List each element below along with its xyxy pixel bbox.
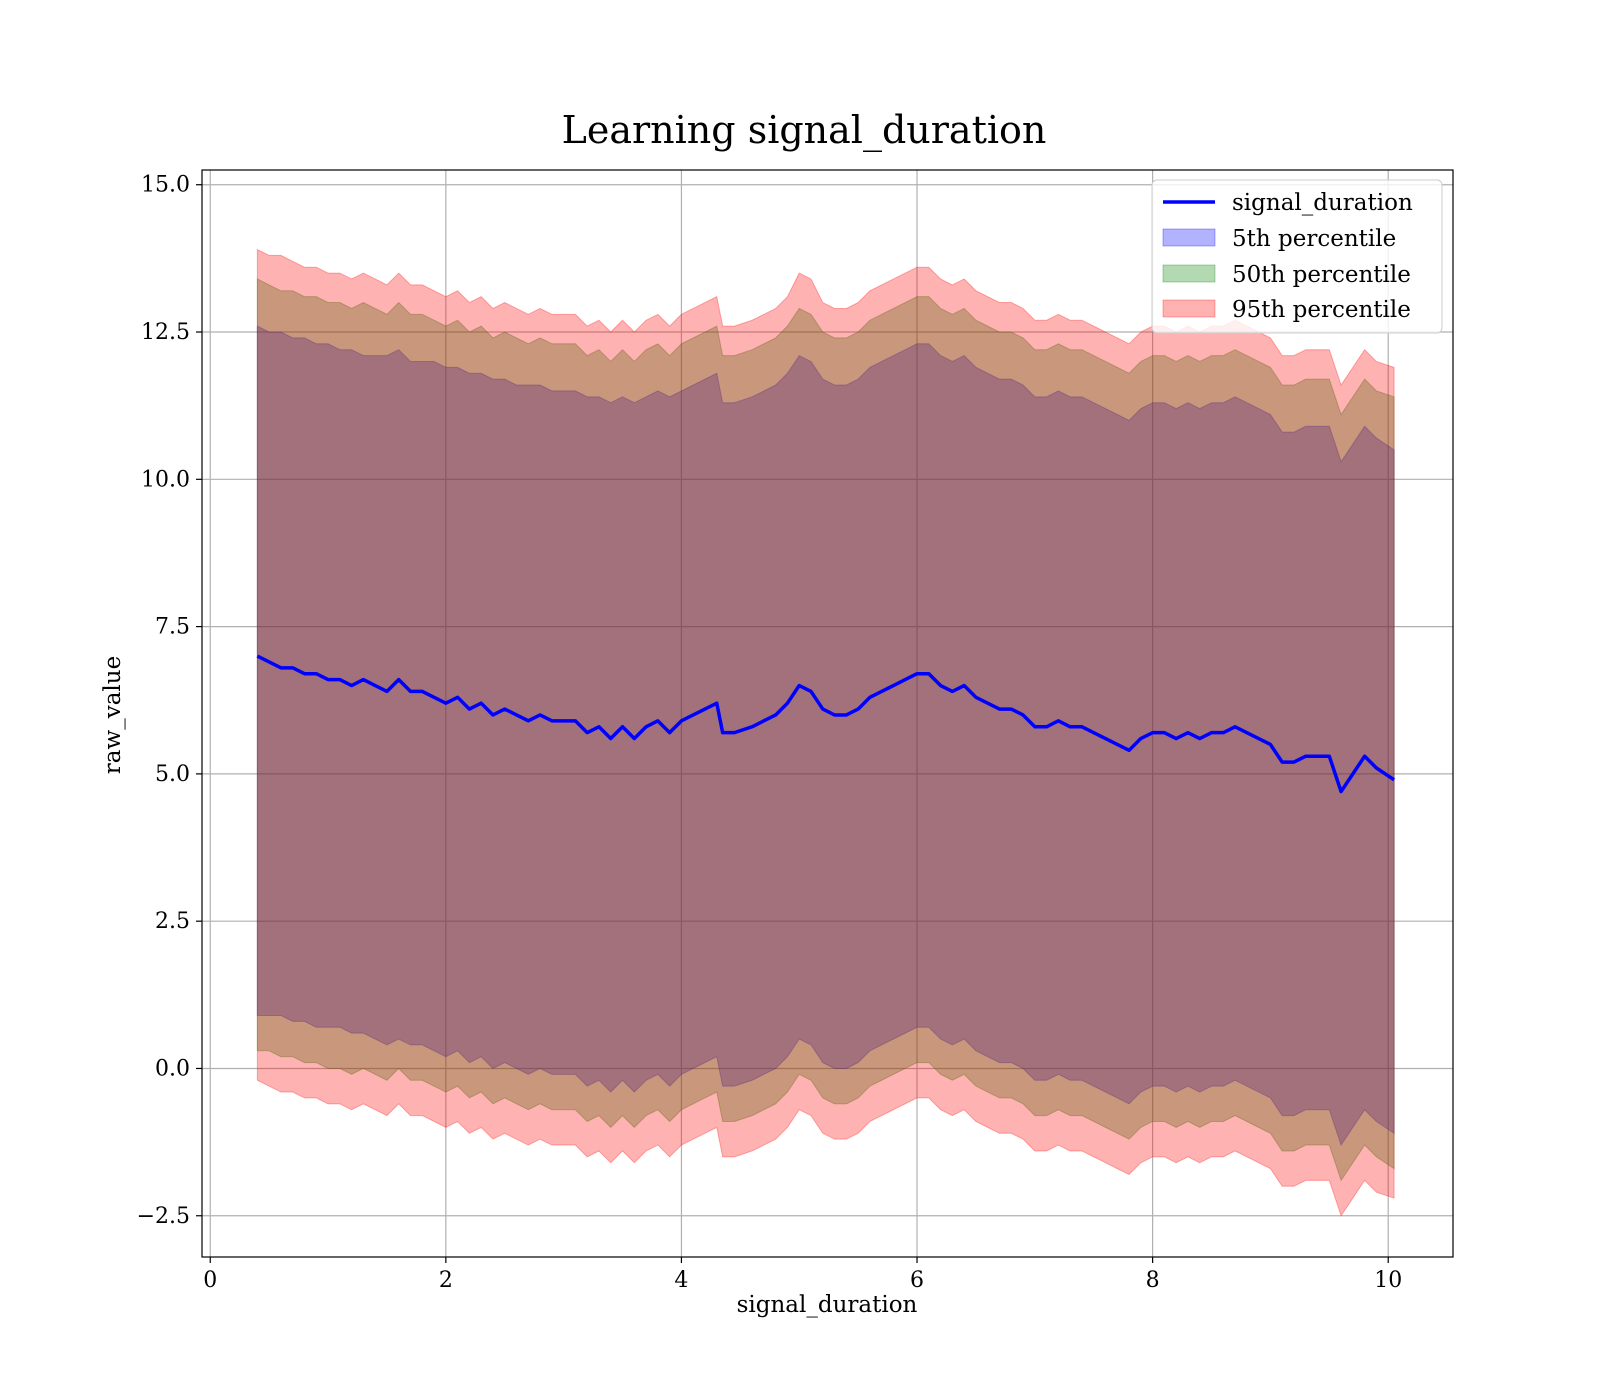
chart-title: Learning signal_duration xyxy=(562,108,1047,153)
legend-label-5th: 5th percentile xyxy=(1232,226,1396,252)
y-tick-label: 5.0 xyxy=(155,762,190,787)
band-95th-percentile xyxy=(256,248,1395,1217)
legend-label-50th: 50th percentile xyxy=(1232,262,1411,288)
x-tick-label: 2 xyxy=(439,1268,453,1293)
band-5th-percentile xyxy=(256,325,1395,1147)
legend-frame xyxy=(1151,179,1443,334)
band-50th-percentile xyxy=(256,278,1395,1182)
series-line-signal-duration xyxy=(256,654,1396,794)
y-tick-label: 7.5 xyxy=(155,615,190,640)
x-tick-label: 8 xyxy=(1146,1268,1160,1293)
legend: signal_duration 5th percentile 50th perc… xyxy=(1151,179,1443,334)
y-tick-label: −2.5 xyxy=(137,1204,190,1229)
y-tick-label: 12.5 xyxy=(141,320,190,345)
line-layer xyxy=(256,654,1396,794)
legend-label-95th: 95th percentile xyxy=(1232,297,1411,323)
plot-frame xyxy=(201,169,1454,1258)
x-axis-label: signal_duration xyxy=(737,1292,918,1318)
x-tick-label: 0 xyxy=(203,1268,217,1293)
y-axis-label: raw_value xyxy=(100,656,126,774)
legend-label-series: signal_duration xyxy=(1232,190,1413,216)
x-tick-label: 4 xyxy=(674,1268,688,1293)
y-tick-label: 0.0 xyxy=(155,1056,190,1081)
tick-layer: 0 2 4 6 8 10 −2.5 0.0 2.5 5.0 7.5 10.0 12.5 15.0 xyxy=(137,173,1403,1293)
legend-swatch-5th xyxy=(1162,228,1216,247)
legend-swatch-95th xyxy=(1162,299,1216,318)
x-tick-label: 10 xyxy=(1374,1268,1402,1293)
x-tick-label: 6 xyxy=(910,1268,924,1293)
band-layer xyxy=(256,248,1395,1217)
y-tick-label: 10.0 xyxy=(141,467,190,492)
y-tick-label: 15.0 xyxy=(141,173,190,198)
legend-swatch-50th xyxy=(1162,264,1216,283)
y-tick-label: 2.5 xyxy=(155,909,190,934)
